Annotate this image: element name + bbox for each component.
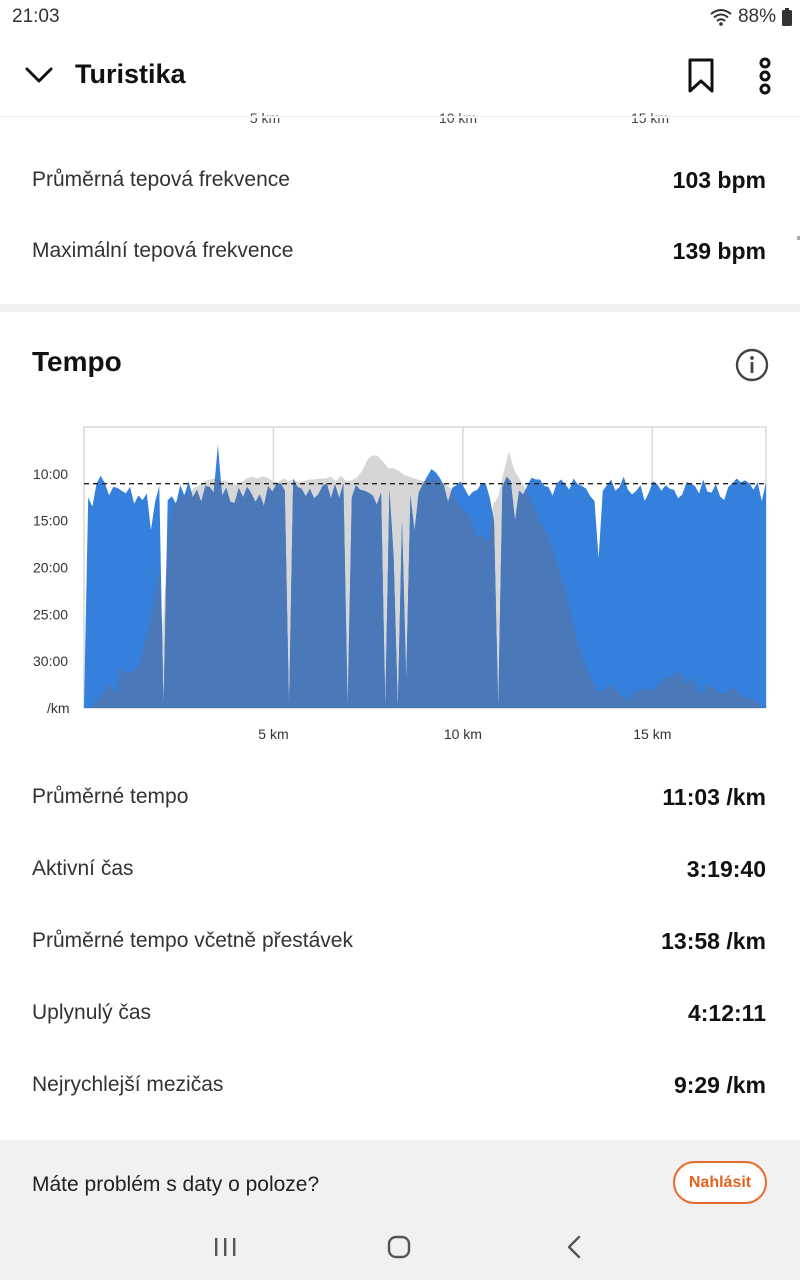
y-tick-label: 30:00 [33, 653, 68, 669]
pace-section-title: Tempo [32, 346, 122, 377]
stat-label: Průměrné tempo [32, 785, 189, 808]
y-tick-label: 15:00 [33, 513, 68, 529]
stat-row: Uplynulý čas 4:12:11 [32, 993, 766, 1033]
chart-labels: 10:00 15:00 20:00 25:00 30:00/km 5 km 10 km 15 … [33, 466, 671, 742]
stat-value: 13:58 /km [661, 927, 766, 954]
back-icon[interactable] [554, 1232, 594, 1262]
x-tick-label: 5 km [258, 726, 288, 742]
avg-heart-rate-value: 103 bpm [672, 166, 766, 193]
stat-row: Nejrychlejší mezičas 9:29 /km [32, 1065, 766, 1105]
appbar-shadow [0, 116, 800, 118]
status-bar: 21:03 88% [0, 0, 800, 36]
report-button-label: Nahlásit [688, 1173, 752, 1191]
avg-heart-rate-label: Průměrná tepová frekvence [32, 168, 290, 191]
wifi-icon [710, 9, 732, 26]
stat-row: Aktivní čas 3:19:40 [32, 849, 766, 889]
max-heart-rate-value: 139 bpm [672, 237, 766, 264]
battery-icon [782, 8, 792, 26]
app-bar: Turistika [0, 36, 800, 116]
max-heart-rate-label: Maximální tepová frekvence [32, 239, 294, 262]
section-divider [0, 304, 800, 312]
page-title: Turistika [75, 59, 186, 89]
location-problem-text: Máte problém s daty o poloze? [32, 1173, 320, 1196]
stat-row: Průměrné tempo 11:03 /km [32, 777, 766, 817]
scroll-indicator [797, 236, 800, 240]
more-options-icon[interactable] [748, 56, 782, 96]
stat-label: Aktivní čas [32, 857, 134, 880]
stat-value: 9:29 /km [673, 1071, 766, 1098]
stat-value: 3:19:40 [686, 855, 766, 882]
bookmark-icon[interactable] [684, 56, 718, 96]
stat-value: 11:03 /km [662, 783, 766, 810]
collapse-chevron-icon[interactable] [22, 58, 56, 92]
stat-label: Uplynulý čas [32, 1001, 152, 1024]
y-tick-label: 20:00 [33, 560, 68, 576]
status-icons: 88% [710, 6, 792, 28]
stat-label: Průměrné tempo včetně přestávek [32, 929, 353, 952]
chart-areas [84, 444, 766, 708]
info-icon[interactable] [735, 348, 769, 382]
report-button[interactable]: Nahlásit [673, 1161, 767, 1204]
y-tick-label: 10:00 [33, 466, 68, 482]
max-heart-rate-row: Maximální tepová frekvence 139 bpm [32, 231, 766, 271]
avg-heart-rate-row: Průměrná tepová frekvence 103 bpm [32, 160, 766, 200]
pace-chart: 10:00 15:00 20:00 25:00 30:00/km 5 km 10 km 15 … [33, 426, 767, 742]
y-unit-label: /km [47, 700, 70, 716]
system-navigation-bar [0, 1222, 800, 1280]
recent-apps-icon[interactable] [205, 1232, 245, 1262]
stat-value: 4:12:11 [687, 999, 766, 1026]
x-tick-label: 10 km [444, 726, 482, 742]
stat-row: Průměrné tempo včetně přestávek 13:58 /k… [32, 921, 766, 961]
elevation-overlap-area [84, 451, 766, 708]
status-time: 21:03 [12, 6, 60, 27]
y-tick-label: 25:00 [33, 606, 68, 622]
home-icon[interactable] [379, 1232, 419, 1262]
stat-label: Nejrychlejší mezičas [32, 1073, 224, 1096]
battery-percent: 88% [737, 6, 776, 27]
x-tick-label: 15 km [633, 726, 671, 742]
